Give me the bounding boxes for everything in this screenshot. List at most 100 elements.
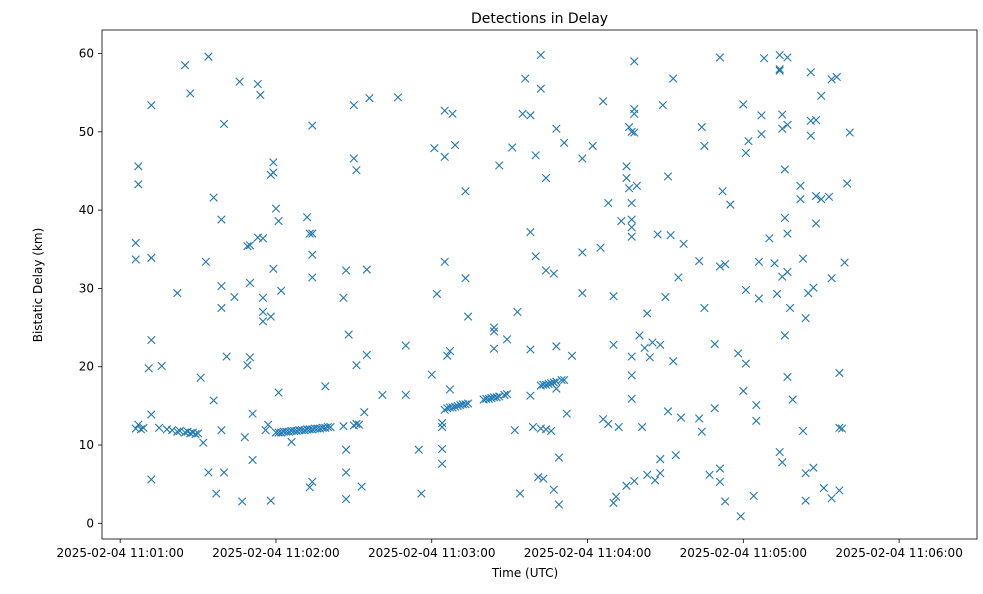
data-point (222, 352, 231, 361)
data-point (541, 173, 551, 183)
data-point (669, 74, 678, 83)
data-point (326, 422, 335, 432)
data-point (495, 161, 504, 170)
data-point (778, 458, 787, 467)
data-point (552, 342, 561, 351)
data-point (344, 330, 353, 339)
data-point (448, 403, 457, 412)
data-point (349, 154, 359, 163)
data-point (798, 426, 808, 436)
data-point (671, 451, 681, 460)
data-point (757, 111, 766, 120)
data-point (635, 331, 644, 340)
data-point (489, 323, 499, 332)
data-point (840, 258, 849, 267)
data-point (674, 273, 683, 282)
data-point (598, 97, 608, 106)
data-point (806, 68, 816, 77)
data-point (134, 420, 143, 429)
data-point (440, 257, 449, 266)
data-point (526, 391, 535, 400)
data-point (796, 181, 805, 191)
y-axis-ticks: 0 10 20 30 40 50 60 (79, 46, 102, 530)
data-point (305, 483, 314, 492)
data-point (518, 109, 527, 118)
data-point (531, 252, 540, 261)
data-point (175, 426, 185, 436)
data-point (541, 380, 551, 389)
x-axis-ticks: 2025-02-04 11:01:00 2025-02-04 11:02:00 20… (56, 539, 963, 560)
data-point (656, 454, 665, 464)
data-point (554, 500, 564, 509)
data-point (341, 266, 351, 275)
data-point (772, 289, 782, 299)
plot-area (101, 29, 978, 540)
data-point (341, 494, 351, 504)
data-point (715, 477, 725, 487)
data-point (630, 104, 639, 114)
data-point (308, 250, 317, 259)
data-point (393, 93, 403, 102)
data-point (500, 390, 509, 400)
data-point (235, 77, 244, 86)
data-point (741, 148, 751, 158)
data-point (147, 475, 156, 484)
data-point (362, 265, 372, 274)
data-point (521, 74, 530, 83)
data-point (783, 120, 792, 129)
data-point (354, 420, 364, 429)
data-point (739, 100, 748, 109)
data-point (541, 425, 551, 434)
data-point (669, 357, 678, 366)
data-point (552, 124, 561, 133)
data-point (352, 165, 361, 175)
data-points (131, 50, 854, 521)
data-point (261, 425, 270, 435)
data-point (627, 127, 636, 136)
data-point (549, 485, 558, 494)
data-point (173, 427, 182, 436)
y-tick-label: 40 (79, 203, 94, 217)
data-point (199, 438, 208, 447)
data-point (432, 289, 442, 299)
data-point (139, 423, 148, 432)
data-point (437, 422, 447, 432)
data-point (253, 79, 262, 89)
data-point (287, 437, 296, 447)
data-point (757, 129, 766, 139)
data-point (578, 248, 587, 257)
data-point (463, 399, 473, 408)
data-point (632, 181, 642, 191)
data-point (502, 389, 512, 399)
data-point (609, 292, 618, 301)
data-point (630, 128, 639, 137)
data-point (437, 459, 447, 469)
data-point (531, 151, 540, 160)
data-point (489, 327, 499, 336)
data-point (212, 489, 221, 498)
data-point (204, 468, 213, 477)
data-point (588, 141, 597, 151)
data-point (461, 187, 470, 196)
data-point (147, 100, 156, 110)
data-point (710, 339, 719, 349)
data-point (783, 53, 792, 62)
data-point (147, 410, 156, 419)
data-point (258, 293, 268, 303)
data-point (546, 426, 556, 436)
data-point (609, 340, 618, 349)
data-point (783, 267, 792, 277)
data-point (817, 91, 826, 100)
data-point (308, 477, 317, 487)
data-point (440, 106, 449, 115)
data-point (489, 344, 499, 353)
data-point (157, 361, 166, 371)
data-point (352, 419, 361, 429)
data-point (217, 425, 226, 435)
data-point (536, 84, 545, 93)
data-point (710, 404, 719, 413)
y-tick-label: 60 (79, 46, 94, 60)
data-point (611, 492, 621, 501)
data-point (801, 469, 810, 478)
data-point (445, 385, 455, 394)
